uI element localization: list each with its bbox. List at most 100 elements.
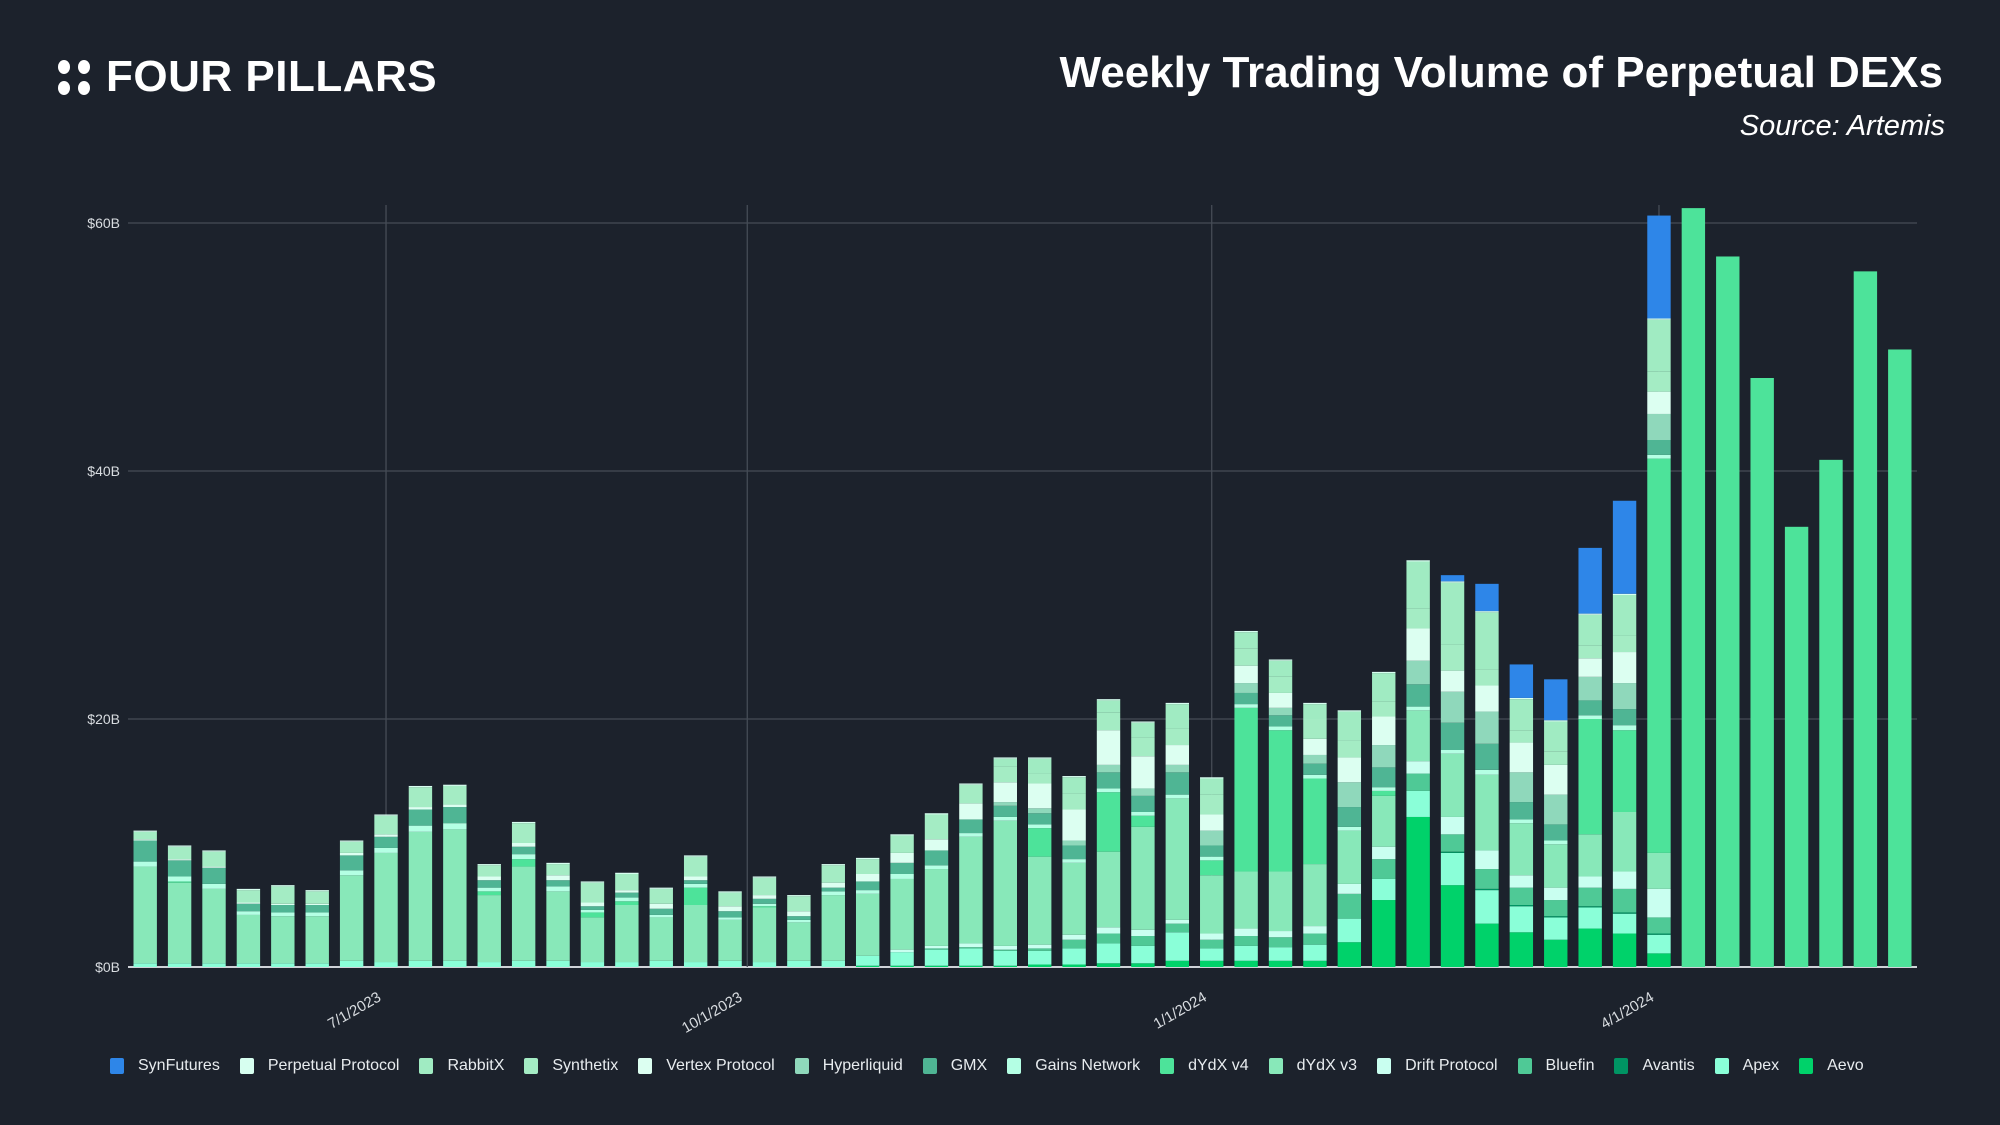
legend-item-gains-network[interactable]: Gains Network [1007,1057,1140,1075]
legend-item-rabbitx[interactable]: RabbitX [419,1057,504,1075]
legend-item-dydx-v3[interactable]: dYdX v3 [1268,1057,1357,1075]
bar-week-25 [959,783,983,967]
bar-segment-synthetix [305,891,329,904]
bar-segment-synthetix [1440,644,1465,671]
bar-segment-gains-network [1372,787,1396,791]
bar-segment-apex [1096,943,1121,964]
bar-segment-bluefin [924,948,949,950]
bar-segment-dydx-v3 [821,895,845,961]
legend-label: Apex [1742,1057,1780,1074]
bar-segment-hyperliquid [1475,711,1499,744]
bar-segment-gmx [1028,813,1052,825]
bar-segment-avantis [1440,851,1465,853]
legend-item-vertex-protocol[interactable]: Vertex Protocol [638,1057,775,1075]
bar-segment-dydx-v3 [1612,812,1637,872]
bar-segment-synthetix [683,856,708,877]
legend-item-gmx[interactable]: GMX [922,1057,987,1075]
bar-segment-synthetix [202,851,226,867]
bar-segment-aevo [1544,939,1568,967]
bar-week-27 [1028,757,1052,967]
bar-segment-gmx [1406,684,1430,707]
bar-segment-dydx-v3 [374,852,398,963]
bar-segment-perpetual-protocol [511,821,536,824]
bar-segment-perpetual-protocol [580,881,605,883]
bar-segment-apex [1062,948,1086,965]
bar-segment-gains-network [1440,750,1465,754]
bar-segment-gains-network [890,874,914,879]
bar-week-52 [1888,349,1912,968]
bar-week-43 [1578,547,1602,967]
bar-segment-gmx [339,855,364,871]
bar-segment-dydx-v4 [752,906,777,908]
legend-item-synthetix[interactable]: Synthetix [524,1057,618,1075]
bar-week-36 [1337,710,1362,967]
bar-segment-hyperliquid [993,802,1017,806]
bar-segment-vertex-protocol [443,804,467,808]
bar-segment-rabbitx [1544,721,1568,752]
bar-segment-dydx-v3 [1028,856,1052,945]
bar-segment-dydx-v4 [1268,730,1293,872]
bar-segment-synthetix [718,892,742,907]
bar-segment-dydx-v3 [1268,871,1293,932]
legend-item-dydx-v4[interactable]: dYdX v4 [1160,1057,1249,1075]
legend-label: Gains Network [1035,1057,1141,1074]
bar-segment-dydx-v4 [167,881,192,883]
bar-segment-gmx [374,836,398,848]
bar-segment-bluefin [1200,939,1224,949]
legend-item-bluefin[interactable]: Bluefin [1517,1057,1594,1075]
bar-segment-perpetual-protocol [787,895,811,897]
bar-segment-synthetix [993,766,1017,783]
bar-segment-gmx [511,846,536,855]
bar-segment-gains-network [1475,769,1499,775]
bar-segment-rabbitx [1131,722,1155,738]
bar-segment-apex [1544,917,1568,940]
bar-segment-dydx-v3 [1406,710,1430,762]
bar-segment-dydx-v3 [1165,798,1190,920]
bar-segment-gmx [443,807,467,824]
bar-segment-bluefin [1165,923,1190,933]
bar-segment-gmx [408,809,433,826]
bar-week-26 [993,757,1017,967]
bar-segment-dydx-v4 [1750,378,1774,967]
bar-segment-dydx-v3 [1062,862,1086,935]
bar-segment-avantis [1544,916,1568,918]
bar-segment-gains-network [443,823,467,830]
bar-week-10 [443,784,467,967]
bar-segment-gmx [855,881,880,891]
bar-segment-vertex-protocol [890,852,914,863]
bar-segment-bluefin [1062,939,1086,949]
legend-item-aevo[interactable]: Aevo [1799,1057,1864,1075]
bar-week-38 [1406,560,1430,967]
bar-week-46 [1681,208,1706,967]
legend-item-hyperliquid[interactable]: Hyperliquid [794,1057,903,1075]
bar-segment-aevo [1509,932,1534,967]
bar-segment-gains-network [924,865,949,870]
bar-segment-drift-protocol [1475,850,1499,870]
legend-item-apex[interactable]: Apex [1714,1057,1780,1075]
bar-segment-rabbitx [1062,777,1086,794]
bar-segment-drift-protocol [1337,883,1362,894]
bar-segment-dydx-v3 [1303,864,1327,927]
bar-segment-bluefin [1028,948,1052,951]
bar-segment-hyperliquid [1440,691,1465,723]
legend-label: Synthetix [552,1057,619,1074]
bar-segment-aevo [1096,963,1121,967]
bar-segment-perpetual-protocol [305,890,329,892]
bar-segment-synthetix [787,896,811,912]
bar-segment-drift-protocol [1062,934,1086,940]
bar-segment-gains-network [821,891,845,896]
legend-item-synfutures[interactable]: SynFutures [110,1057,220,1075]
bar-segment-dydx-v3 [1234,871,1258,929]
legend-item-perpetual-protocol[interactable]: Perpetual Protocol [239,1057,399,1075]
bar-segment-drift-protocol [1647,888,1671,918]
legend-item-drift-protocol[interactable]: Drift Protocol [1377,1057,1498,1075]
bar-segment-aevo [1440,885,1465,967]
bar-segment-apex [546,960,570,967]
legend-swatch [524,1058,539,1074]
legend-item-avantis[interactable]: Avantis [1614,1057,1695,1075]
bar-segment-apex [649,960,673,967]
bar-segment-avantis [1647,933,1671,935]
legend-label: RabbitX [447,1057,505,1074]
x-axis: 7/1/2023 10/1/2023 1/1/2024 4/1/2024 [325,989,1657,1037]
legend-label: SynFutures [138,1057,220,1074]
